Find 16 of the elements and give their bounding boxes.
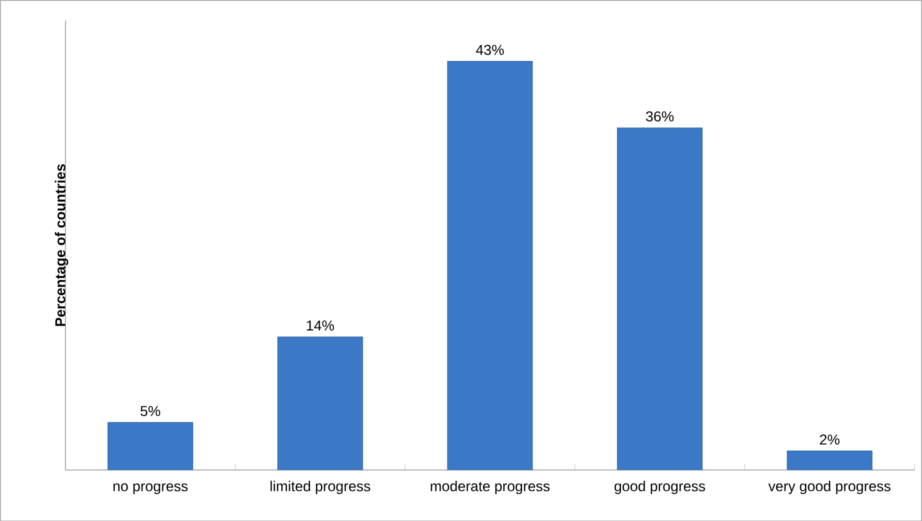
data-label: 14% (306, 320, 334, 330)
bar (277, 336, 363, 470)
x-tick-label: no progress (113, 483, 188, 494)
x-tick-label: moderate progress (430, 480, 550, 494)
x-tick-label: good progress (614, 480, 706, 494)
bar (108, 422, 194, 470)
x-tick-label: very good progress (768, 480, 890, 494)
data-label: 5% (140, 406, 160, 416)
data-label: 36% (646, 111, 674, 122)
bar (617, 127, 703, 470)
bar (786, 450, 872, 470)
bar (447, 60, 533, 470)
x-tick-label: limited progress (270, 480, 370, 494)
data-label: 43% (476, 44, 504, 55)
data-label: 2% (820, 434, 840, 444)
y-axis-title: Percentage of countries (54, 164, 68, 326)
